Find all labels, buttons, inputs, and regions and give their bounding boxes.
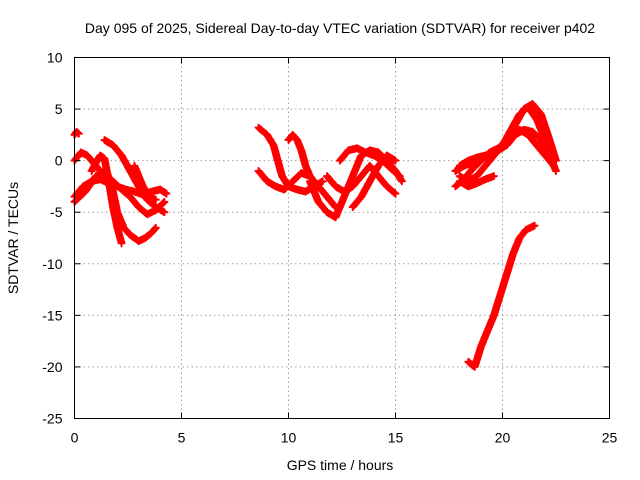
- y-tick-label: 5: [55, 101, 63, 117]
- y-tick-label: -20: [42, 359, 62, 375]
- series-trace: [458, 128, 555, 183]
- data-series: [70, 99, 560, 371]
- series-trace: [351, 154, 397, 209]
- series-trace: [458, 175, 495, 188]
- series-trace: [73, 169, 157, 243]
- y-tick-label: -25: [42, 411, 62, 427]
- x-tick-label: 0: [71, 430, 79, 446]
- y-tick-label: -15: [42, 307, 62, 323]
- y-axis-label: SDTVAR / TECUs: [5, 182, 21, 294]
- series-trace: [90, 154, 123, 245]
- x-tick-label: 25: [602, 430, 618, 446]
- series-markers: [464, 221, 539, 371]
- y-tick-label: -10: [42, 256, 62, 272]
- series-track-18: [455, 125, 558, 186]
- series-track-7: [130, 161, 160, 204]
- series-trace: [326, 164, 397, 195]
- y-tick-label: 0: [55, 153, 63, 169]
- series-trace: [73, 130, 80, 136]
- y-tick-label: -5: [50, 204, 63, 220]
- plot-frame: [74, 57, 610, 419]
- series-track-20: [464, 221, 539, 371]
- series-trace: [287, 133, 311, 178]
- x-tick-label: 5: [178, 430, 186, 446]
- series-track-5: [70, 127, 83, 139]
- series-track-6: [100, 136, 169, 217]
- x-axis-label: GPS time / hours: [287, 457, 394, 473]
- series-track-4: [87, 151, 126, 248]
- series-trace: [257, 169, 337, 209]
- series-track-19: [455, 172, 498, 191]
- series-track-10: [284, 130, 314, 181]
- series-trace: [338, 147, 401, 178]
- x-tick-label: 20: [495, 430, 511, 446]
- series-trace: [103, 139, 166, 214]
- x-tick-label: 10: [281, 430, 297, 446]
- x-tick-label: 15: [388, 430, 404, 446]
- y-tick-label: 10: [47, 50, 63, 66]
- chart-title: Day 095 of 2025, Sidereal Day-to-day VTE…: [85, 20, 595, 36]
- series-trace: [467, 224, 536, 368]
- series-trace: [133, 164, 157, 201]
- series-track-14: [348, 151, 400, 212]
